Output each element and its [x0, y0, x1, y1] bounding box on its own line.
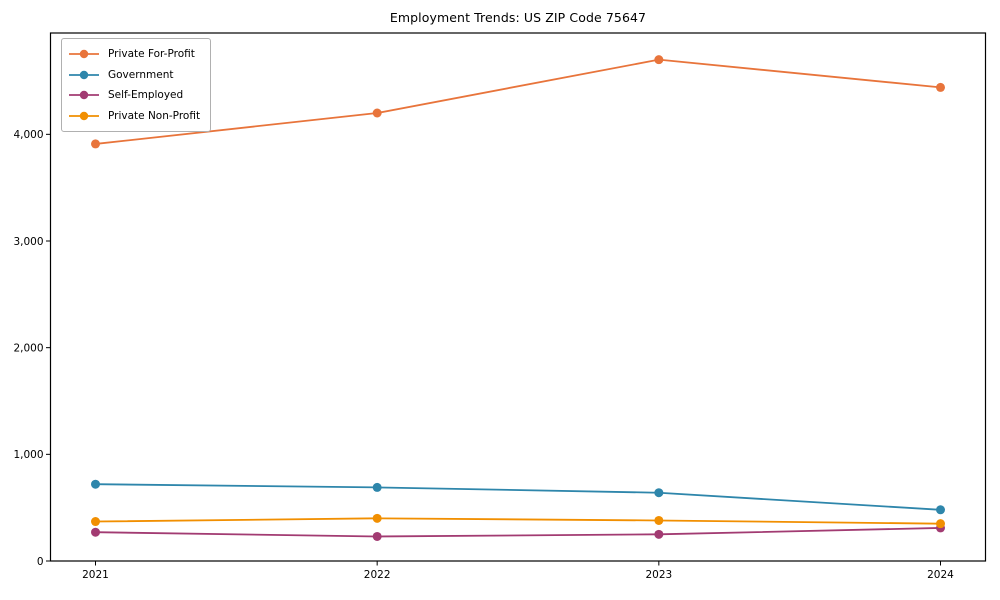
series-line-private-for-profit — [94, 58, 942, 145]
data-point — [936, 519, 945, 529]
legend-label: Private For-Profit — [108, 48, 195, 61]
legend-marker-icon — [69, 111, 99, 120]
legend-marker-icon — [69, 91, 99, 100]
data-point — [91, 479, 100, 489]
data-point — [654, 55, 664, 65]
legend-item: Government — [69, 65, 200, 86]
data-point — [372, 513, 382, 523]
data-point — [936, 505, 945, 515]
data-point — [91, 139, 100, 149]
legend-item: Private Non-Profit — [69, 106, 200, 127]
data-point — [372, 531, 382, 541]
data-point — [654, 515, 664, 525]
legend-label: Self-Employed — [108, 89, 184, 102]
data-point — [91, 527, 100, 537]
plot-frame — [49, 32, 987, 562]
series-line-self-employed — [94, 527, 942, 538]
data-point — [372, 482, 382, 492]
legend-marker-icon — [69, 50, 99, 59]
x-tick-label: 2023 — [645, 569, 672, 581]
series-line-government — [94, 483, 942, 511]
data-point — [936, 82, 945, 92]
legend-label: Private Non-Profit — [108, 109, 201, 122]
legend: Private For-Profit Government Self-Employe… — [61, 38, 212, 132]
x-tick-label: 2024 — [927, 569, 954, 581]
data-point — [91, 517, 100, 527]
y-tick-label: 4,000 — [13, 129, 43, 141]
data-point — [654, 529, 664, 539]
series-line-private-non-profit — [94, 517, 942, 525]
x-tick-label: 2022 — [364, 569, 391, 581]
legend-item: Self-Employed — [69, 85, 200, 106]
y-tick-label: 0 — [37, 556, 44, 568]
y-tick-label: 2,000 — [13, 342, 43, 354]
data-point — [654, 488, 664, 498]
y-tick-label: 3,000 — [13, 236, 43, 248]
legend-item: Private For-Profit — [69, 44, 200, 65]
chart-title: Employment Trends: US ZIP Code 75647 — [389, 10, 647, 25]
legend-marker-icon — [69, 70, 99, 79]
data-point — [372, 108, 382, 118]
x-tick-label: 2021 — [82, 569, 109, 581]
y-tick-label: 1,000 — [13, 449, 43, 461]
legend-label: Government — [108, 68, 174, 81]
